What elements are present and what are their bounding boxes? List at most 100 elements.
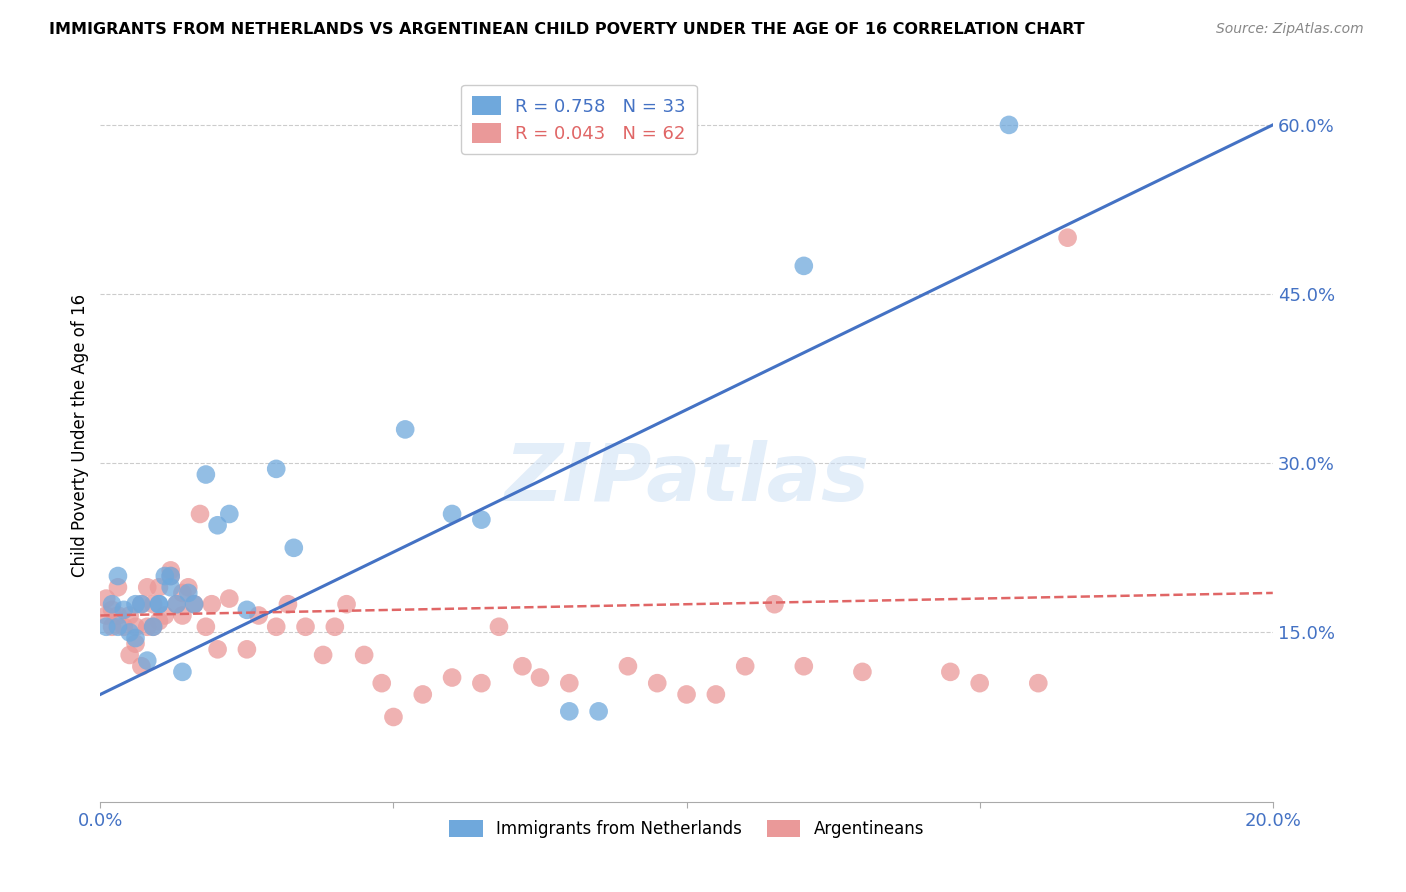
Point — [188, 507, 211, 521]
Point — [470, 676, 492, 690]
Point — [101, 603, 124, 617]
Point — [207, 518, 229, 533]
Point — [218, 507, 240, 521]
Text: IMMIGRANTS FROM NETHERLANDS VS ARGENTINEAN CHILD POVERTY UNDER THE AGE OF 16 COR: IMMIGRANTS FROM NETHERLANDS VS ARGENTINE… — [49, 22, 1085, 37]
Point — [183, 597, 205, 611]
Point — [118, 608, 141, 623]
Point — [793, 259, 815, 273]
Point — [159, 563, 181, 577]
Point — [136, 580, 159, 594]
Point — [382, 710, 405, 724]
Point — [131, 597, 153, 611]
Point — [394, 422, 416, 436]
Point — [236, 642, 259, 657]
Point — [371, 676, 394, 690]
Point — [236, 603, 259, 617]
Point — [118, 625, 141, 640]
Point — [969, 676, 991, 690]
Point — [294, 620, 316, 634]
Point — [247, 608, 270, 623]
Point — [148, 597, 170, 611]
Point — [112, 620, 135, 634]
Point — [107, 569, 129, 583]
Point — [283, 541, 305, 555]
Point — [183, 597, 205, 611]
Point — [172, 665, 194, 679]
Point — [1056, 230, 1078, 244]
Point — [704, 688, 727, 702]
Point — [201, 597, 224, 611]
Point — [512, 659, 534, 673]
Point — [142, 597, 165, 611]
Point — [312, 648, 335, 662]
Point — [588, 704, 610, 718]
Point — [177, 580, 200, 594]
Point — [136, 620, 159, 634]
Point — [159, 580, 181, 594]
Point — [148, 580, 170, 594]
Point — [793, 659, 815, 673]
Point — [558, 704, 581, 718]
Point — [763, 597, 786, 611]
Point — [124, 631, 146, 645]
Point — [277, 597, 299, 611]
Point — [645, 676, 668, 690]
Point — [441, 671, 464, 685]
Point — [207, 642, 229, 657]
Text: Source: ZipAtlas.com: Source: ZipAtlas.com — [1216, 22, 1364, 37]
Point — [124, 597, 146, 611]
Point — [412, 688, 434, 702]
Point — [470, 513, 492, 527]
Point — [529, 671, 551, 685]
Point — [107, 608, 129, 623]
Point — [153, 569, 176, 583]
Point — [998, 118, 1021, 132]
Point — [159, 569, 181, 583]
Point — [159, 569, 181, 583]
Point — [558, 676, 581, 690]
Point — [118, 648, 141, 662]
Point — [166, 597, 188, 611]
Point — [124, 620, 146, 634]
Point — [101, 597, 124, 611]
Point — [148, 597, 170, 611]
Legend: Immigrants from Netherlands, Argentineans: Immigrants from Netherlands, Argentinean… — [443, 813, 931, 845]
Point — [166, 597, 188, 611]
Point — [675, 688, 697, 702]
Point — [142, 620, 165, 634]
Point — [131, 597, 153, 611]
Point — [148, 614, 170, 628]
Point — [101, 620, 124, 634]
Point — [153, 608, 176, 623]
Point — [939, 665, 962, 679]
Point — [177, 586, 200, 600]
Point — [1026, 676, 1049, 690]
Point — [264, 462, 287, 476]
Point — [194, 620, 217, 634]
Point — [488, 620, 510, 634]
Point — [107, 620, 129, 634]
Point — [335, 597, 357, 611]
Point — [96, 608, 118, 623]
Point — [131, 659, 153, 673]
Point — [172, 608, 194, 623]
Text: ZIPatlas: ZIPatlas — [505, 440, 869, 518]
Point — [441, 507, 464, 521]
Point — [617, 659, 640, 673]
Point — [323, 620, 346, 634]
Point — [734, 659, 756, 673]
Point — [96, 620, 118, 634]
Point — [96, 591, 118, 606]
Y-axis label: Child Poverty Under the Age of 16: Child Poverty Under the Age of 16 — [72, 293, 89, 576]
Point — [264, 620, 287, 634]
Point — [353, 648, 375, 662]
Point — [218, 591, 240, 606]
Point — [851, 665, 873, 679]
Point — [194, 467, 217, 482]
Point — [124, 637, 146, 651]
Point — [136, 654, 159, 668]
Point — [112, 603, 135, 617]
Point — [172, 586, 194, 600]
Point — [107, 580, 129, 594]
Point — [142, 620, 165, 634]
